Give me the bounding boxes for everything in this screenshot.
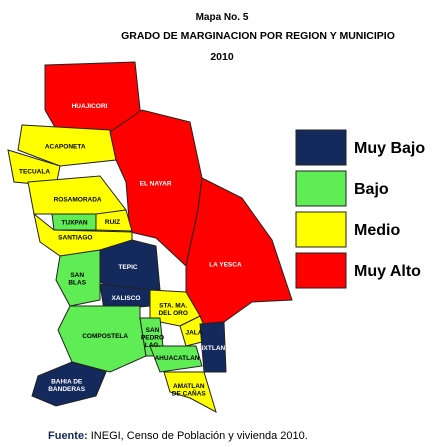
- region: [99, 239, 161, 291]
- legend-label: Muy Alto: [354, 263, 421, 280]
- region-label: SANTIAGO: [58, 235, 92, 242]
- region-label: TUXPAN: [61, 220, 88, 227]
- region: [199, 321, 227, 373]
- source-label: Fuente:: [48, 430, 88, 442]
- region-label-line: RUIZ: [105, 219, 120, 226]
- region-label-line: HUAJICORI: [72, 103, 108, 110]
- source-text: INEGI, Censo de Población y vivienda 201…: [91, 430, 308, 442]
- region-label: RUIZ: [105, 219, 120, 226]
- region-label: STA. MA. DEL ORO: [158, 303, 188, 318]
- region-label-line: XALISCO: [112, 295, 141, 302]
- source: Fuente: INEGI, Censo de Población y vivie…: [48, 430, 308, 442]
- region: [185, 177, 293, 325]
- region-label: AHUACATLAN: [154, 355, 199, 362]
- region-label-line: TECUALA: [19, 169, 50, 176]
- legend-label: Medio: [354, 222, 400, 239]
- region-label-line: ACAPONETA: [45, 144, 86, 151]
- region-label: BAHIA DE BANDERAS: [48, 378, 86, 393]
- region: [55, 249, 101, 307]
- region: [163, 371, 217, 414]
- region-label: ROSAMORADA: [54, 197, 102, 204]
- region-label: ACAPONETA: [45, 144, 86, 151]
- region-label-line: BANDERAS: [48, 386, 86, 393]
- region-label-line: SAN: [70, 272, 84, 279]
- region: [95, 209, 133, 232]
- region: [149, 345, 203, 373]
- region-label-line: STA. MA.: [159, 303, 187, 310]
- region-label: XALISCO: [112, 295, 141, 302]
- region-label-line: JALA: [186, 330, 203, 337]
- legend-label: Muy Bajo: [354, 140, 425, 157]
- region-label-line: IXTLAN: [202, 345, 226, 352]
- region-label-line: PEDRO: [141, 335, 164, 342]
- region-label: IXTLAN: [202, 345, 226, 352]
- region-label: SAN PEDRO LAG.: [141, 327, 164, 349]
- region-label-line: SANTIAGO: [58, 235, 92, 242]
- region-label-line: LAG.: [145, 342, 161, 349]
- region-label-line: LA YESCA: [209, 261, 242, 268]
- region-label-line: SAN: [146, 327, 160, 334]
- region-label: JALA: [186, 330, 203, 337]
- legend-swatch: [295, 129, 347, 166]
- region-label-line: TEPIC: [118, 264, 137, 271]
- region-label: AMATLAN DE CAÑAS: [172, 383, 207, 398]
- region-label: LA YESCA: [209, 261, 242, 268]
- map-number: Mapa No. 5: [196, 12, 249, 23]
- region-label: EL NAYAR: [140, 181, 172, 188]
- legend-label: Bajo: [354, 181, 389, 198]
- region-label-line: AHUACATLAN: [154, 355, 199, 362]
- region-label: HUAJICORI: [72, 103, 108, 110]
- region-label-line: TUXPAN: [61, 220, 88, 227]
- region-label-line: COMPOSTELA: [82, 333, 128, 340]
- region-label: COMPOSTELA: [82, 333, 128, 340]
- region: [27, 175, 127, 215]
- region-label-line: DEL ORO: [158, 310, 188, 317]
- legend-swatch: [295, 252, 347, 289]
- region-label: SAN BLAS: [68, 272, 86, 287]
- region-label: TEPIC: [118, 264, 137, 271]
- legend-swatch: [295, 170, 347, 207]
- region-label-line: BAHIA DE: [51, 378, 83, 385]
- region: [57, 305, 147, 373]
- region-label-line: DE CAÑAS: [172, 388, 207, 397]
- legend-swatch: [295, 211, 347, 248]
- region-label-line: ROSAMORADA: [54, 197, 102, 204]
- region: [31, 361, 107, 407]
- map-title: GRADO DE MARGINACION POR REGION Y MUNICI…: [121, 30, 395, 42]
- region-label-line: AMATLAN: [173, 383, 205, 390]
- map-year: 2010: [210, 51, 234, 63]
- region: [17, 124, 117, 167]
- region-label-line: BLAS: [68, 280, 86, 287]
- region-label-line: EL NAYAR: [140, 181, 172, 188]
- region-label: TECUALA: [19, 169, 50, 176]
